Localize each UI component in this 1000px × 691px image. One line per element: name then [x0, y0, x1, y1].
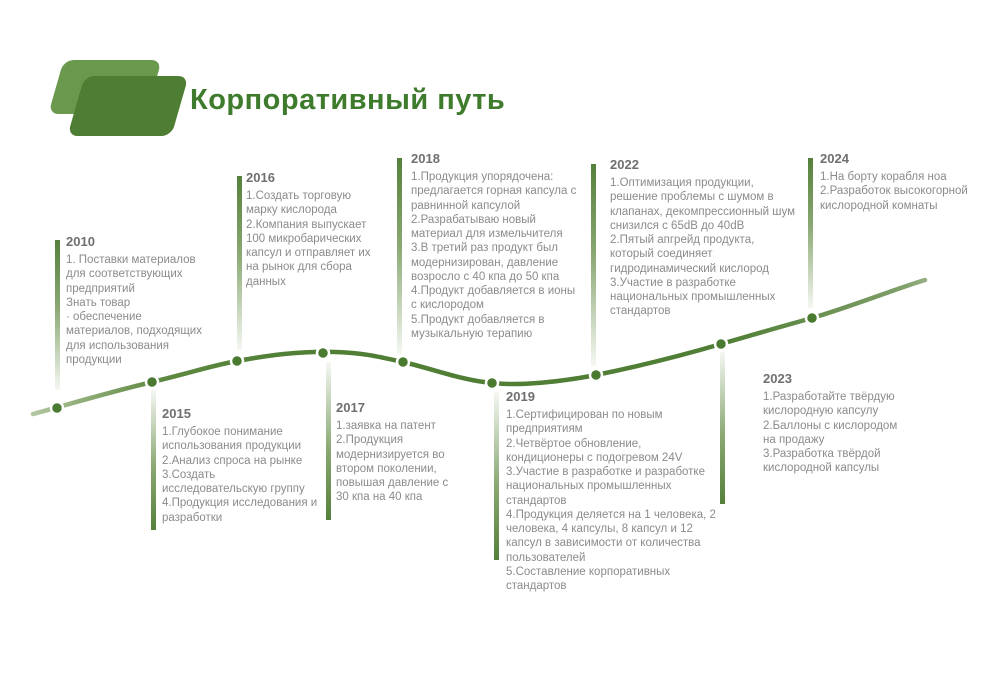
milestone-point: 1.Создать торговую марку кислорода — [246, 190, 351, 217]
milestone-point: · обеспечение материалов, подходящих для… — [66, 311, 202, 366]
milestone-point: 5.Составление корпоративных стандартов — [506, 565, 671, 593]
timeline-dot-2016 — [229, 353, 245, 369]
connector-bar-2018 — [397, 158, 402, 354]
milestone-point: 1.На борту корабля ноа — [820, 171, 947, 184]
milestone-point: 2.Продукция модернизируется во втором по… — [336, 434, 449, 504]
timeline-dot-2024 — [804, 310, 820, 326]
milestone-year: 2015 — [162, 406, 191, 421]
milestone-year: 2018 — [411, 151, 440, 166]
milestone-point: 1.Сертифицирован по новым предприятиям — [506, 409, 663, 436]
connector-bar-2010 — [55, 240, 60, 390]
milestone-2017: 2017 1.заявка на патент 2.Продукция моде… — [336, 400, 463, 505]
page-title: Корпоративный путь — [190, 84, 506, 116]
milestone-2024: 2024 1.На борту корабля ноа 2.Разработок… — [820, 151, 972, 213]
milestone-2010: 2010 1. Поставки материалов для соответс… — [66, 234, 209, 367]
milestone-point: 2.Разработок высокогорной кислородной ко… — [820, 185, 968, 212]
milestone-year: 2017 — [336, 400, 365, 415]
timeline-dot-2018 — [395, 354, 411, 370]
milestone-point: 1.Оптимизация продукции, решение проблем… — [610, 177, 796, 232]
timeline-dot-2015 — [144, 374, 160, 390]
milestone-year: 2024 — [820, 151, 849, 166]
milestone-point: 1.Глубокое понимание использования проду… — [162, 426, 302, 453]
milestone-point: 3.Участие в разработке национальных пром… — [610, 276, 776, 318]
timeline-dot-2010 — [49, 400, 65, 416]
connector-bar-2015 — [151, 390, 156, 530]
milestone-point: 3.Участие в разработке и разработке наци… — [506, 466, 705, 507]
milestone-point: 1.Разработайте твёрдую кислородную капсу… — [763, 391, 895, 418]
milestone-2019: 2019 1.Сертифицирован по новым предприят… — [506, 389, 717, 593]
milestone-point: 4.Продукция деляется на 1 человека, 2 че… — [506, 508, 716, 564]
milestone-point: Знать товар — [66, 296, 131, 309]
timeline-dot-2022 — [588, 367, 604, 383]
milestone-point: 1.заявка на патент — [336, 420, 436, 433]
milestone-2018: 2018 1.Продукция упорядочена: предлагает… — [411, 151, 583, 341]
milestone-2023: 2023 1.Разработайте твёрдую кислородную … — [763, 371, 909, 476]
milestone-point: 1.Продукция упорядочена: предлагается го… — [411, 171, 577, 212]
milestone-point: 4.Продукт добавляется в ионы с кислородо… — [411, 285, 576, 312]
milestone-2022: 2022 1.Оптимизация продукции, решение пр… — [610, 157, 797, 319]
milestone-point: 2.Компания выпускает 100 микробарических… — [246, 218, 371, 288]
timeline-dot-2019 — [484, 375, 500, 391]
milestone-point: 1. Поставки материалов для соответствующ… — [66, 254, 196, 295]
connector-bar-2017 — [326, 362, 331, 520]
milestone-2016: 2016 1.Создать торговую марку кислорода … — [246, 170, 376, 289]
milestone-year: 2023 — [763, 371, 792, 386]
connector-bar-2022 — [591, 164, 596, 366]
connector-bar-2023 — [720, 352, 725, 504]
timeline-path — [30, 277, 928, 417]
timeline-dot-2017 — [315, 345, 331, 361]
milestone-point: 2.Разрабатываю новый материал для измель… — [411, 213, 563, 241]
connector-bar-2016 — [237, 176, 242, 350]
milestone-point: 2.Пятый апгрейд продукта, который соедин… — [610, 234, 769, 275]
milestone-year: 2022 — [610, 157, 639, 172]
milestone-point: 5.Продукт добавляется в музыкальную тера… — [411, 313, 545, 340]
milestone-year: 2019 — [506, 389, 535, 404]
connector-bar-2019 — [494, 392, 499, 560]
connector-bar-2024 — [808, 158, 813, 308]
milestone-point: 2.Анализ спроса на рынке — [162, 454, 303, 467]
milestone-point: 3.Создать исследовательскую группу — [162, 468, 305, 496]
milestone-year: 2010 — [66, 234, 95, 249]
milestone-point: 3.В третий раз продукт был модернизирова… — [411, 242, 560, 283]
milestone-point: 4.Продукция исследования и разработки — [162, 497, 318, 524]
milestone-point: 2.Баллоны с кислородом на продажу — [763, 419, 898, 446]
milestone-2015: 2015 1.Глубокое понимание использования … — [162, 406, 318, 525]
milestone-point: 3.Разработка твёрдой кислородной капсулы — [763, 448, 881, 475]
milestone-year: 2016 — [246, 170, 275, 185]
milestone-point: 2.Четвёртое обновление, кондиционеры с п… — [506, 437, 683, 464]
timeline-dot-2023 — [713, 336, 729, 352]
